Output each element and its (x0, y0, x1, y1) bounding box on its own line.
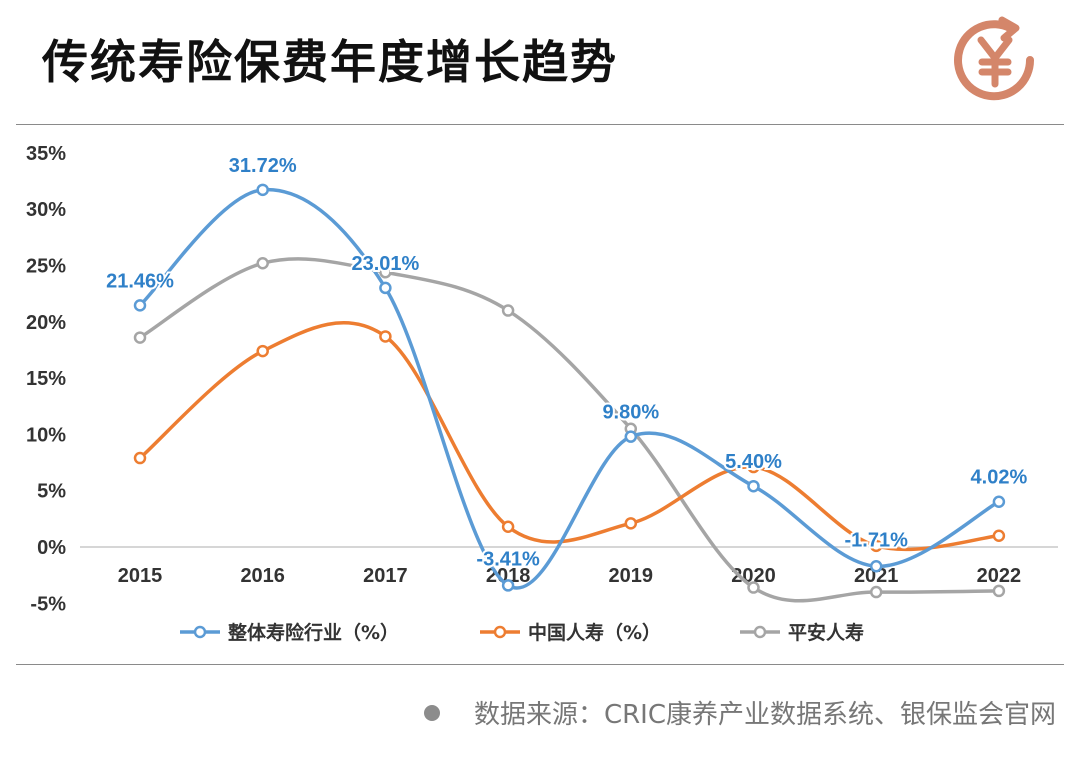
data-point-1 (869, 560, 883, 573)
data-point-1 (379, 281, 392, 295)
y-tick-label: 30% (26, 199, 66, 221)
y-tick-label: 0% (37, 537, 66, 559)
data-label: -1.71% (845, 529, 909, 551)
bottom-divider (16, 664, 1064, 665)
data-point-2 (992, 529, 1006, 542)
top-divider (16, 124, 1064, 125)
data-point-1 (133, 299, 147, 312)
yuan-refresh-icon (954, 16, 1035, 101)
data-point-3 (869, 585, 883, 599)
data-label: 5.40% (725, 451, 782, 473)
data-point-2 (379, 330, 392, 343)
bullet-icon (423, 704, 440, 721)
x-tick-label: 2019 (609, 565, 654, 587)
x-tick-label: 2017 (363, 565, 408, 587)
source-text: 数据来源：CRIC康养产业数据系统、银保监会官网 (473, 700, 1056, 730)
data-label: -3.41% (476, 548, 540, 570)
data-point-1 (992, 495, 1006, 508)
x-tick-label: 2018 (486, 565, 531, 587)
legend-marker-1 (193, 625, 207, 639)
line-chart: -5% 0% 5% 10% 15% 20% 25% 30% 35% 2015 2016 2017 201… (26, 143, 1058, 644)
data-point-2 (747, 460, 760, 474)
data-point-1 (624, 430, 638, 443)
legend-marker-2 (493, 625, 507, 639)
legend-label-1: 整体寿险行业（%） (228, 621, 399, 644)
y-tick-label: 5% (37, 481, 66, 503)
series-line-3 (138, 257, 1001, 603)
data-point-2 (624, 517, 638, 530)
y-tick-label: 25% (26, 256, 66, 278)
x-tick-label: 2016 (240, 565, 285, 587)
data-point-2 (256, 344, 269, 358)
series-line-1 (138, 188, 1001, 590)
y-tick-label: 20% (26, 312, 66, 334)
page-title: 传统寿险保费年度增长趋势 (42, 35, 618, 89)
data-point-2 (501, 520, 515, 533)
data-point-3 (992, 584, 1006, 598)
x-tick-label: 2021 (854, 565, 899, 587)
legend-marker-3 (753, 625, 767, 639)
data-point-2 (869, 539, 883, 553)
data-label: 23.01% (351, 253, 419, 275)
data-label: 4.02% (971, 467, 1028, 489)
x-tick-label: 2022 (977, 565, 1022, 587)
data-label: 9.80% (602, 402, 659, 424)
data-point-1 (747, 479, 760, 493)
data-point-3 (379, 266, 392, 279)
data-point-2 (133, 451, 147, 465)
data-point-3 (501, 304, 515, 317)
source-note: 数据来源：CRIC康养产业数据系统、银保监会官网 (423, 694, 1056, 731)
y-tick-label: 35% (26, 143, 66, 165)
data-point-1 (256, 183, 269, 197)
y-tick-label: 10% (26, 424, 66, 446)
series-line-2 (138, 320, 1001, 552)
y-tick-label: 15% (26, 368, 66, 390)
x-tick-label: 2015 (118, 565, 163, 587)
data-label: 21.46% (106, 270, 174, 292)
x-tick-label: 2020 (731, 565, 776, 587)
data-label: 31.72% (229, 155, 297, 177)
data-point-1 (501, 579, 515, 592)
data-point-3 (747, 581, 760, 594)
legend-label-3: 平安人寿 (788, 621, 864, 644)
data-point-3 (133, 331, 147, 344)
legend-label-2: 中国人寿（%） (528, 621, 661, 644)
data-point-3 (256, 256, 269, 270)
y-tick-label: -5% (30, 593, 66, 615)
